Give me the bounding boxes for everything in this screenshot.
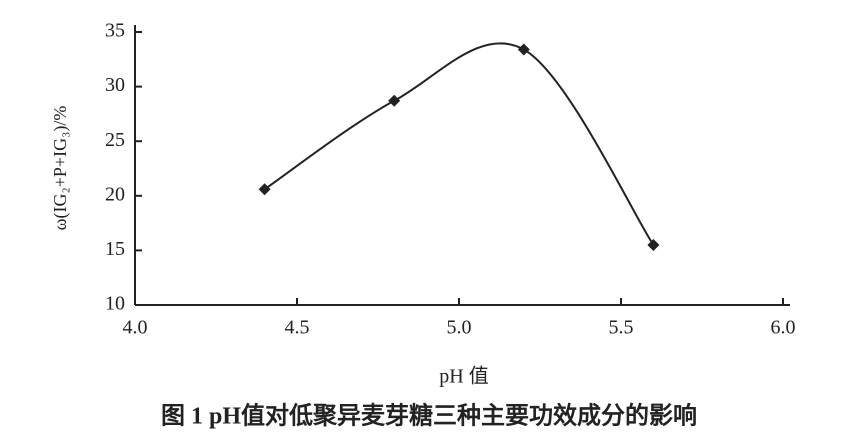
y-tick-label: 20 — [105, 183, 125, 205]
x-tick-label: 5.0 — [447, 317, 472, 339]
y-tick-label: 25 — [105, 129, 125, 151]
marker — [647, 238, 660, 251]
marker — [258, 183, 271, 196]
y-tick-label: 15 — [105, 238, 125, 260]
caption: 图 1 pH值对低聚异麦芽糖三种主要功效成分的影响 — [161, 402, 697, 430]
marker — [517, 43, 530, 56]
y-axis-label: ω(IG₂+P+IG₃)/% — [50, 106, 71, 231]
line — [264, 42, 655, 246]
x-tick-label: 4.5 — [285, 317, 310, 339]
x-tick-label: 6.0 — [771, 317, 796, 339]
x-tick-label: 5.5 — [609, 317, 634, 339]
y-tick-label: 30 — [105, 74, 125, 96]
y-tick-label: 35 — [105, 20, 125, 42]
x-axis-label: pH 值 — [439, 365, 488, 388]
y-tick-label: 10 — [105, 293, 125, 315]
marker — [388, 94, 401, 107]
x-tick-label: 4.0 — [123, 317, 148, 339]
